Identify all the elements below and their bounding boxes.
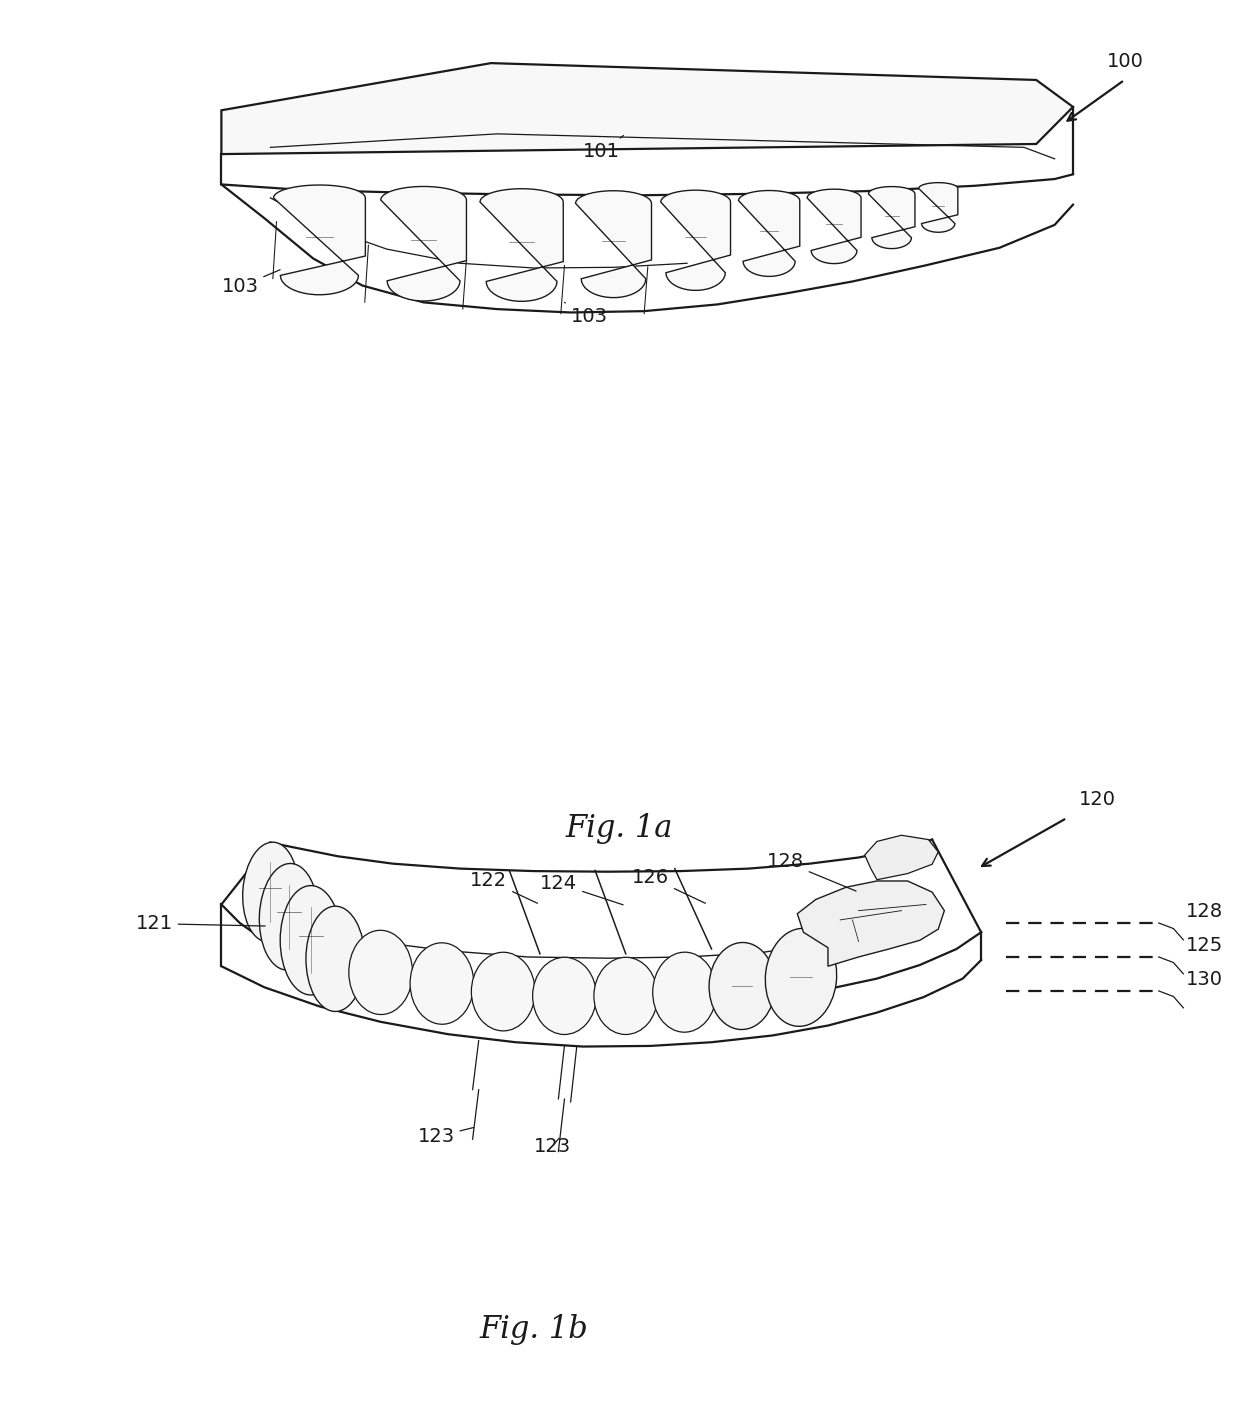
Polygon shape <box>919 183 957 233</box>
Polygon shape <box>661 190 730 291</box>
Text: 128: 128 <box>1185 902 1223 922</box>
Text: 100: 100 <box>1107 52 1145 71</box>
Ellipse shape <box>306 906 365 1011</box>
Text: 103: 103 <box>222 269 280 296</box>
Text: 101: 101 <box>583 136 624 162</box>
Ellipse shape <box>471 953 536 1031</box>
Ellipse shape <box>533 957 596 1035</box>
Ellipse shape <box>410 943 474 1024</box>
Text: 123: 123 <box>534 1137 570 1156</box>
Polygon shape <box>222 64 1073 155</box>
Polygon shape <box>274 184 366 295</box>
Polygon shape <box>381 187 466 301</box>
Text: 120: 120 <box>1079 790 1116 808</box>
Text: 124: 124 <box>539 873 624 905</box>
Text: 123: 123 <box>418 1127 474 1146</box>
Polygon shape <box>739 190 800 277</box>
Text: 125: 125 <box>1185 936 1223 956</box>
Text: 103: 103 <box>564 302 608 326</box>
Text: Fig. 1a: Fig. 1a <box>565 813 673 844</box>
Text: 121: 121 <box>135 915 265 933</box>
Polygon shape <box>480 189 563 301</box>
Polygon shape <box>575 191 651 298</box>
Polygon shape <box>807 189 861 264</box>
Text: 126: 126 <box>632 868 706 903</box>
Ellipse shape <box>280 886 341 995</box>
Text: Fig. 1b: Fig. 1b <box>480 1314 588 1346</box>
Text: 128: 128 <box>766 852 856 891</box>
Polygon shape <box>868 187 915 248</box>
Ellipse shape <box>709 943 775 1029</box>
Ellipse shape <box>243 842 298 942</box>
Ellipse shape <box>765 929 837 1027</box>
Text: 122: 122 <box>470 871 537 903</box>
Ellipse shape <box>348 930 413 1014</box>
Text: 130: 130 <box>1185 970 1223 990</box>
Polygon shape <box>797 881 945 966</box>
Ellipse shape <box>594 957 657 1035</box>
Ellipse shape <box>259 864 319 970</box>
Polygon shape <box>864 835 939 879</box>
Ellipse shape <box>652 951 717 1032</box>
